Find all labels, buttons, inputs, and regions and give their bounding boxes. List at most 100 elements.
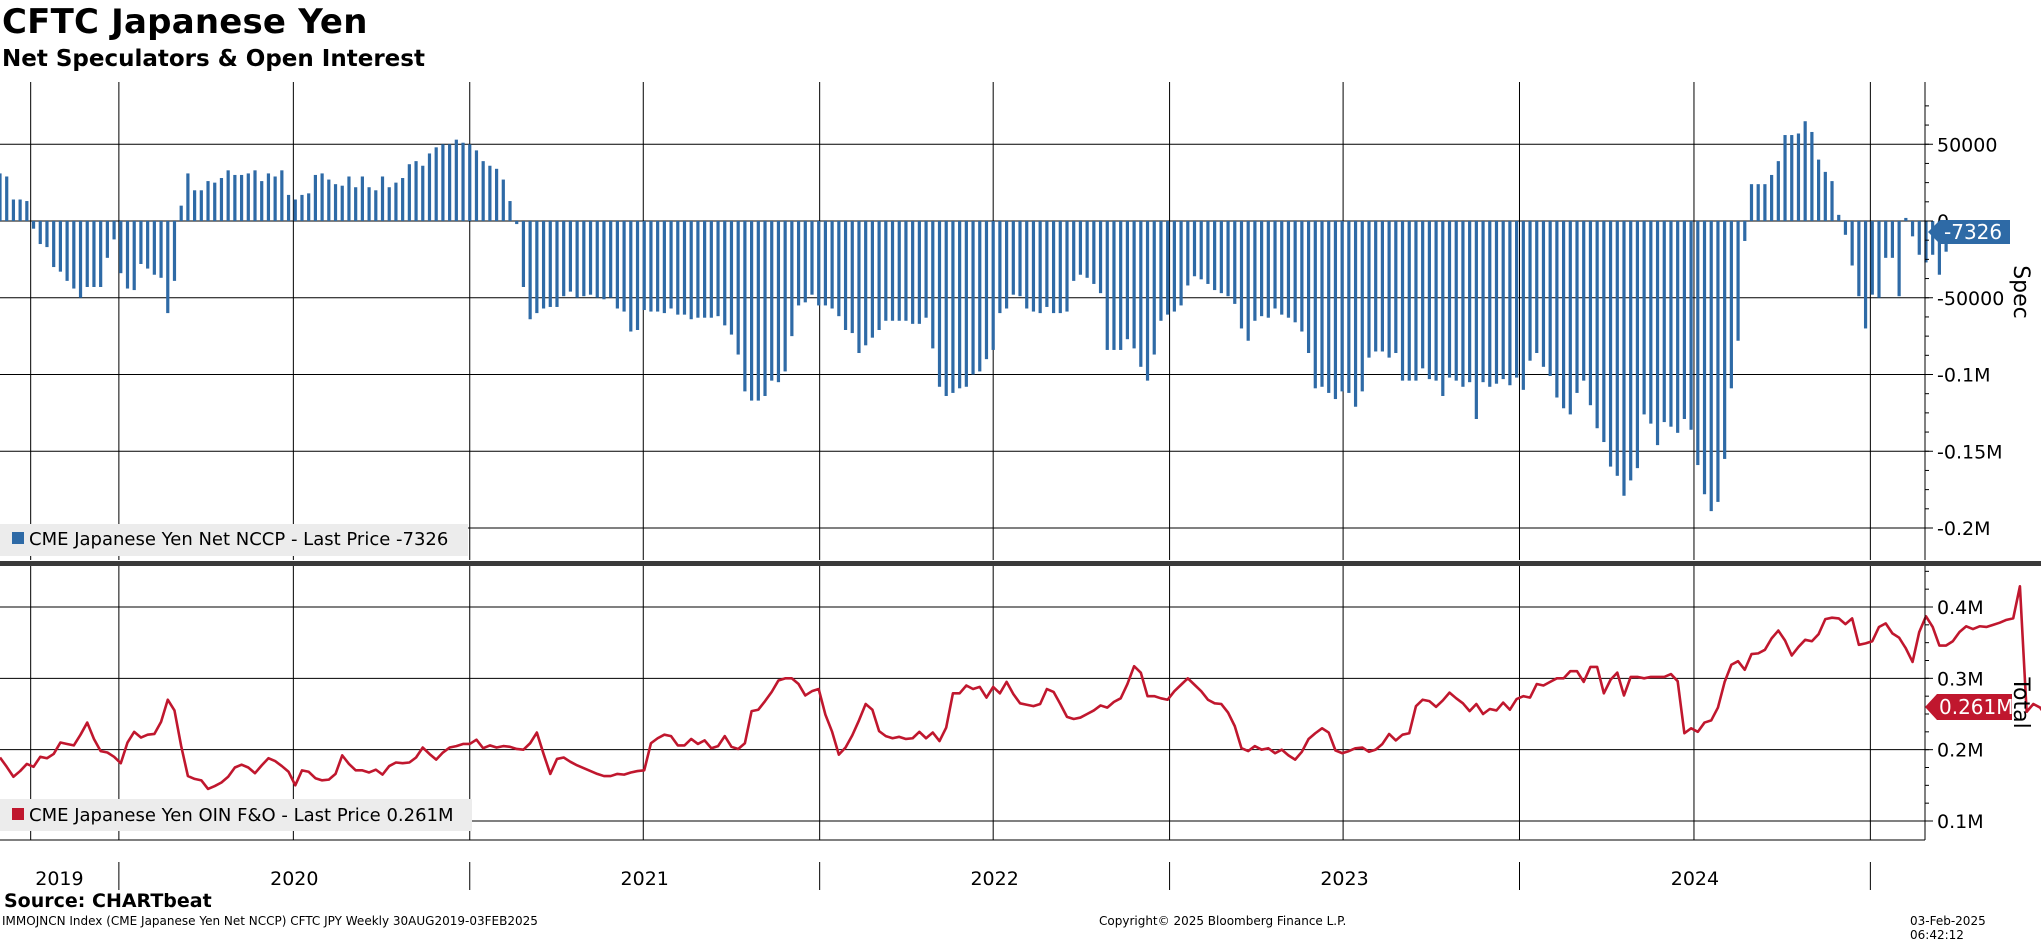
spec-bar <box>1132 221 1136 349</box>
spec-bar <box>622 221 626 312</box>
spec-bar <box>461 142 465 221</box>
spec-bar <box>494 168 499 221</box>
spec-bar <box>770 221 774 381</box>
spec-bar <box>1005 221 1009 309</box>
spec-bar <box>850 221 854 334</box>
spec-bar <box>1548 221 1552 377</box>
spec-bar <box>226 170 230 221</box>
spec-bar <box>642 221 646 311</box>
spec-last-value-label: -7326 <box>1928 220 2010 244</box>
spec-bar <box>562 221 566 297</box>
spec-bar <box>649 221 653 312</box>
total-legend-background <box>0 799 472 831</box>
spec-bar <box>1535 221 1539 354</box>
spec-bar <box>1481 221 1485 383</box>
spec-bar <box>1098 221 1103 294</box>
spec-bar <box>1192 221 1197 277</box>
spec-bar <box>904 221 908 321</box>
spec-bar <box>629 221 633 332</box>
spec-bar <box>1347 221 1351 393</box>
spec-bar <box>776 221 781 383</box>
spec-bar <box>1501 221 1505 380</box>
spec-bar <box>1394 221 1398 354</box>
spec-bar <box>1696 221 1700 466</box>
spec-bar <box>1092 221 1096 284</box>
spec-bar <box>448 144 452 221</box>
spec-bar <box>1783 135 1787 221</box>
spec-bar <box>877 221 881 330</box>
spec-bar <box>99 221 103 287</box>
spec-bar <box>367 187 371 221</box>
spec-bar <box>1763 184 1767 221</box>
spec-bar <box>1051 221 1056 314</box>
spec-bar <box>260 181 264 221</box>
spec-bar <box>1273 221 1277 309</box>
spec-bar <box>508 201 512 221</box>
ytick-label-spec-3: -0.1M <box>1937 365 1990 387</box>
spec-bar <box>830 221 834 309</box>
spec-bar <box>427 153 432 221</box>
total-axis-label: Total <box>2008 676 2033 728</box>
spec-bar <box>92 221 96 287</box>
spec-bar <box>998 221 1002 314</box>
spec-bar <box>1018 221 1022 297</box>
spec-bar <box>1139 221 1143 367</box>
spec-bar <box>1206 221 1210 284</box>
spec-bar <box>1286 221 1291 318</box>
spec-bar <box>1105 221 1109 350</box>
spec-bar <box>897 221 901 321</box>
spec-bar <box>1655 221 1660 446</box>
spec-bar <box>1776 161 1780 221</box>
spec-bar <box>890 221 895 321</box>
spec-bar <box>602 221 606 300</box>
total-legend-text: CME Japanese Yen OIN F&O - Last Price 0.… <box>29 805 454 826</box>
spec-bar <box>380 176 385 221</box>
spec-bar <box>1676 221 1680 433</box>
spec-bar <box>1662 221 1666 423</box>
spec-bar <box>1112 221 1116 350</box>
ytick-label-total-1: 0.3M <box>1937 668 1984 690</box>
spec-bar <box>139 221 143 264</box>
spec-bar <box>280 170 284 221</box>
spec-bar <box>729 221 734 335</box>
spec-bar <box>85 221 89 287</box>
spec-bar <box>52 221 56 268</box>
spec-bar <box>823 221 828 306</box>
spec-bar <box>1119 221 1123 350</box>
spec-bar <box>152 221 156 275</box>
spec-bar <box>179 205 183 221</box>
spec-bar <box>1682 221 1686 420</box>
spec-bar <box>857 221 861 354</box>
spec-bar <box>790 221 794 337</box>
spec-bar <box>347 176 351 221</box>
spec-bar <box>1367 221 1371 358</box>
spec-bar <box>146 221 150 269</box>
spec-bar <box>11 199 16 221</box>
spec-bar <box>924 221 928 318</box>
spec-bar <box>501 179 505 221</box>
spec-bar <box>1561 221 1566 409</box>
spec-bar <box>984 221 989 360</box>
spec-bar <box>1447 221 1452 378</box>
spec-axis-label: Spec <box>2008 265 2033 319</box>
spec-bar <box>1065 221 1069 312</box>
spec-bar <box>1025 221 1029 309</box>
spec-bar <box>843 221 848 330</box>
spec-bar <box>884 221 888 321</box>
spec-bar <box>763 221 767 396</box>
spec-bar <box>917 221 921 324</box>
spec-bar <box>676 221 680 315</box>
spec-bar <box>521 221 526 287</box>
total-last-value-shape <box>1925 694 2012 720</box>
spec-bar <box>689 221 693 320</box>
spec-bar <box>1608 221 1613 467</box>
spec-bar <box>1327 221 1331 393</box>
spec-bar <box>374 190 378 221</box>
spec-bar <box>1280 221 1284 315</box>
spec-bar <box>266 173 271 221</box>
spec-bar <box>723 221 727 326</box>
spec-bar <box>1387 221 1391 358</box>
spec-bar <box>870 221 874 338</box>
spec-bar <box>1702 221 1707 495</box>
spec-bar <box>1756 184 1760 221</box>
